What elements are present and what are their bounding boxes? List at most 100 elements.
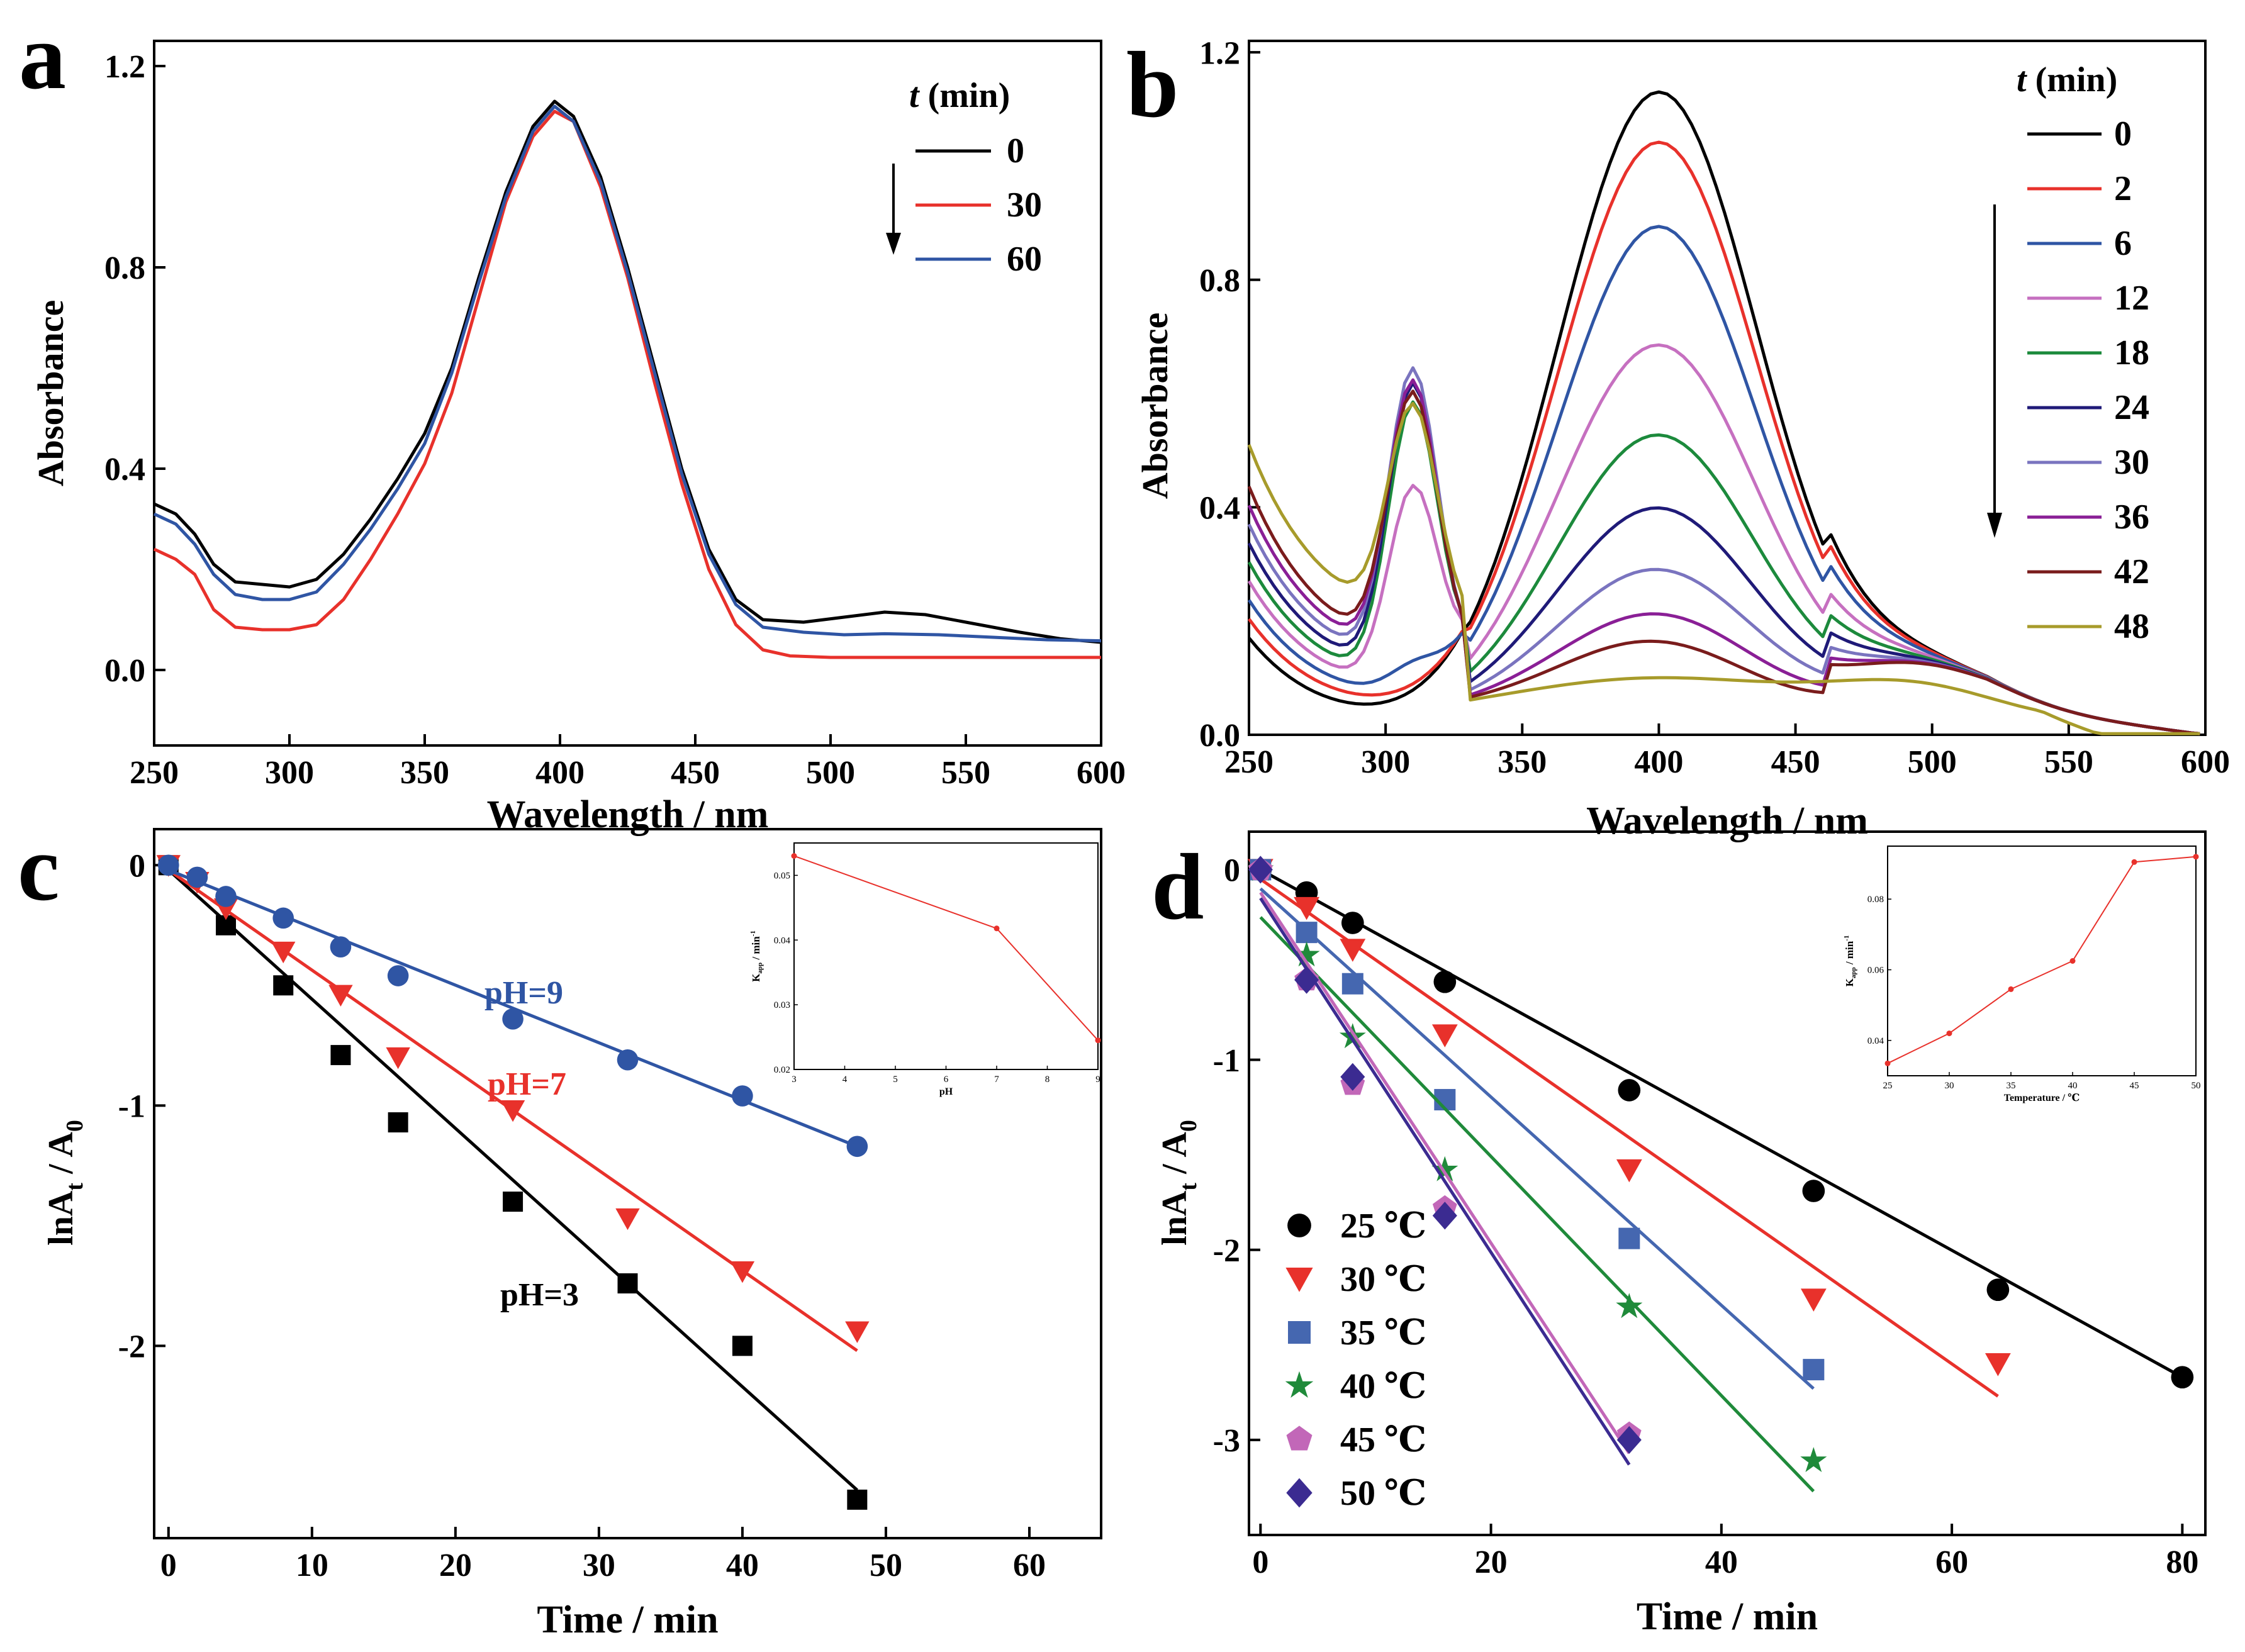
data-point-pH=9: [502, 1008, 523, 1030]
legend-marker-25 ℃: [1287, 1214, 1311, 1237]
data-point-pH=9: [186, 866, 208, 888]
inset-point: [994, 925, 1000, 932]
fit-line-40 ℃: [1259, 916, 1815, 1493]
legend-label-35 ℃: 35 ℃: [1340, 1314, 1426, 1353]
legend-marker-30 ℃: [1285, 1268, 1313, 1292]
plot-frame: [153, 40, 1102, 747]
inset-y-label: Kapp / min-1: [749, 930, 764, 982]
inset-point: [2193, 854, 2199, 860]
x-tick-label: 600: [2181, 744, 2230, 780]
data-point-30 ℃: [1800, 1288, 1827, 1312]
legend-label-30: 30: [2114, 443, 2149, 482]
x-tick-label: 400: [535, 755, 585, 791]
y-tick-label: 0.8: [1199, 263, 1240, 299]
fit-line-45 ℃: [1259, 891, 1631, 1454]
inset-y-tick-label: 0.08: [1867, 895, 1884, 905]
inset-x-tick-label: 25: [1883, 1081, 1893, 1091]
x-axis-label: Time / min: [537, 1599, 718, 1641]
legend-arrow-head: [1987, 513, 2002, 538]
x-tick-label: 0: [160, 1548, 177, 1583]
legend-marker-35 ℃: [1288, 1321, 1311, 1344]
x-tick-label: 40: [1705, 1544, 1738, 1580]
y-axis-label: lnAt / A0: [42, 1120, 88, 1246]
inset-point: [2069, 958, 2076, 964]
panel-label-a: a: [19, 4, 66, 109]
data-point-pH=9: [732, 1085, 753, 1107]
x-tick-label: 20: [439, 1548, 472, 1583]
data-point-25 ℃: [1986, 1278, 2010, 1302]
inset-y-label: Kapp / min-1: [1843, 935, 1857, 987]
data-point-pH=3: [503, 1192, 523, 1212]
plot-frame: [153, 828, 1102, 1539]
x-axis-label: Wavelength / nm: [1586, 800, 1868, 842]
data-point-35 ℃: [1618, 1227, 1640, 1249]
inset-x-tick-label: 6: [944, 1074, 949, 1085]
inset-y-tick-label: 0.06: [1867, 966, 1884, 976]
data-point-pH=9: [387, 965, 409, 986]
x-tick-label: 60: [1013, 1548, 1046, 1583]
legend-label-60: 60: [1007, 240, 1042, 279]
data-point-25 ℃: [1341, 912, 1364, 934]
data-point-30 ℃: [1294, 896, 1319, 920]
data-point-pH=9: [846, 1136, 868, 1158]
x-tick-label: 300: [265, 755, 314, 791]
panel-b-chart: 250 300 350 400 450 500 550 6000.00.40.81.2Wave…: [1134, 35, 2230, 842]
y-axis-label: Absorbance: [30, 300, 71, 486]
data-point-pH=7: [386, 1047, 410, 1069]
data-point-pH=3: [273, 975, 294, 996]
data-point-pH=7: [730, 1261, 755, 1283]
legend-label-30 ℃: 30 ℃: [1340, 1260, 1426, 1299]
inset-frame: [1887, 846, 2197, 1076]
x-tick-label: 30: [583, 1548, 615, 1583]
inset-x-label: Temperature / ℃: [2004, 1093, 2080, 1103]
legend-label-12: 12: [2114, 279, 2149, 318]
y-tick-label: 0.4: [104, 452, 145, 488]
y-tick-label: -3: [1213, 1423, 1240, 1459]
inset-y-tick-label: 0.03: [774, 1000, 790, 1010]
x-tick-label: 0: [1252, 1544, 1268, 1580]
x-tick-label: 250: [130, 755, 179, 791]
data-point-pH=7: [328, 985, 353, 1007]
inset-x-label: pH: [939, 1086, 953, 1097]
inset-frame: [793, 842, 1099, 1070]
legend-label-6: 6: [2114, 224, 2132, 263]
x-tick-label: 550: [941, 755, 990, 791]
y-axis-label: Absorbance: [1134, 313, 1175, 499]
y-tick-label: 0.0: [1199, 718, 1240, 754]
data-point-30 ℃: [1431, 1024, 1458, 1047]
panel-label-c: c: [18, 816, 60, 920]
data-point-50 ℃: [1294, 966, 1319, 994]
y-tick-label: 0: [1224, 853, 1240, 889]
inset-x-tick-label: 35: [2007, 1081, 2016, 1091]
x-tick-label: 250: [1224, 744, 1274, 780]
data-point-25 ℃: [1618, 1079, 1641, 1102]
x-tick-label: 500: [806, 755, 855, 791]
inset-point: [2131, 859, 2137, 865]
data-point-50 ℃: [1340, 1063, 1365, 1091]
data-point-pH=9: [215, 886, 237, 907]
data-point-25 ℃: [1802, 1180, 1825, 1202]
inset-x-tick-label: 30: [1945, 1081, 1954, 1091]
x-tick-label: 450: [671, 755, 720, 791]
y-tick-label: 0: [129, 849, 145, 885]
y-tick-label: -1: [1213, 1043, 1240, 1079]
inset-x-tick-label: 40: [2068, 1081, 2078, 1091]
x-tick-label: 600: [1077, 755, 1126, 791]
data-point-40 ℃: [1616, 1293, 1643, 1319]
data-point-30 ℃: [1340, 939, 1366, 962]
x-tick-label: 10: [296, 1548, 328, 1583]
data-point-50 ℃: [1432, 1202, 1457, 1230]
legend-label-48: 48: [2114, 607, 2149, 646]
x-tick-label: 550: [2044, 744, 2093, 780]
plot-frame: [1248, 40, 2207, 736]
legend-label-36: 36: [2114, 498, 2149, 537]
inset-y-tick-label: 0.04: [1867, 1036, 1884, 1046]
inset-x-tick-label: 4: [843, 1074, 848, 1085]
inset-series-line: [1887, 856, 2197, 1064]
fit-line-35 ℃: [1259, 887, 1815, 1390]
legend-marker-45 ℃: [1286, 1426, 1313, 1451]
legend-label-50 ℃: 50 ℃: [1340, 1474, 1426, 1513]
inset-x-tick-label: 5: [893, 1074, 898, 1085]
legend-label-0: 0: [1007, 131, 1024, 170]
data-point-40 ℃: [1800, 1447, 1827, 1472]
